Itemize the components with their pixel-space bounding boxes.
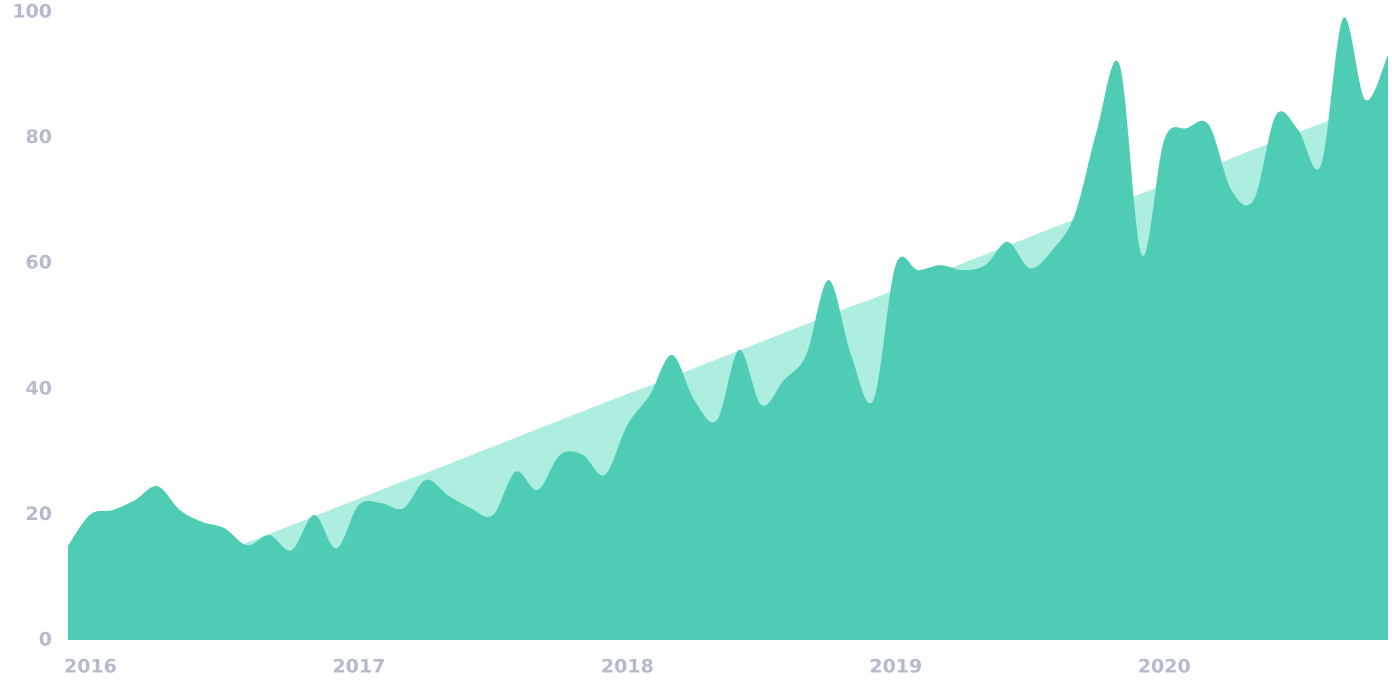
y-tick-label: 100 xyxy=(12,1,52,23)
y-tick-label: 80 xyxy=(26,126,52,148)
x-tick-label: 2016 xyxy=(64,656,117,678)
x-tick-label: 2020 xyxy=(1138,656,1191,678)
area xyxy=(68,17,1388,641)
x-tick-label: 2019 xyxy=(869,656,922,678)
x-tick-label: 2017 xyxy=(332,656,385,678)
y-tick-label: 0 xyxy=(39,629,52,651)
y-tick-label: 60 xyxy=(26,252,52,274)
x-tick-label: 2018 xyxy=(601,656,654,678)
y-tick-label: 40 xyxy=(26,377,52,399)
y-tick-label: 20 xyxy=(26,503,52,525)
